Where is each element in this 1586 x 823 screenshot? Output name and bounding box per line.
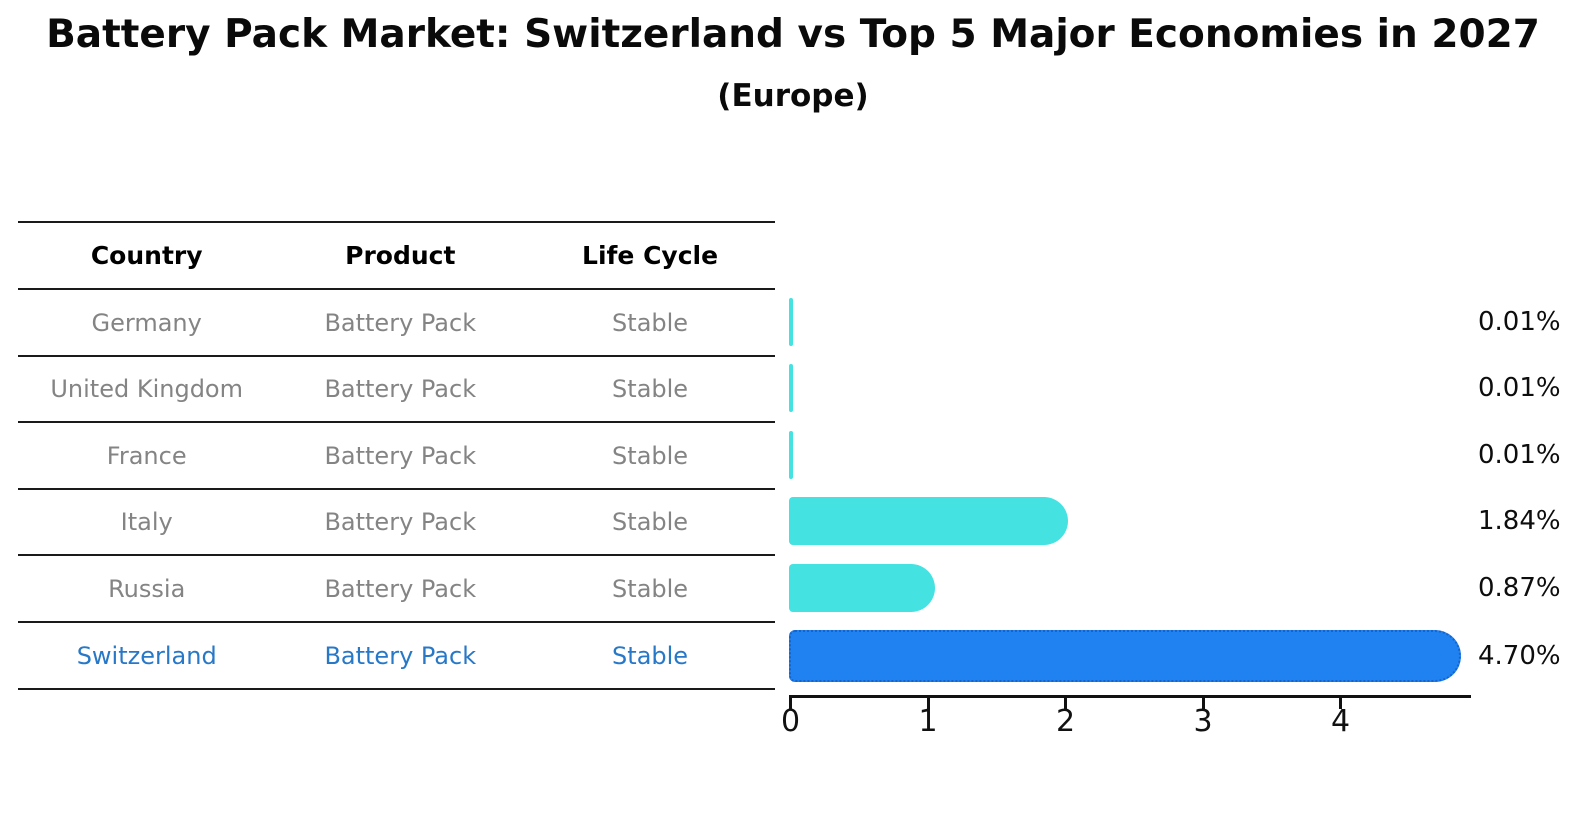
value-label-russia: 0.87% xyxy=(1478,572,1561,603)
column-header-life-cycle: Life Cycle xyxy=(582,241,719,270)
cell-country: Switzerland xyxy=(76,641,217,670)
cell-life-cycle: Stable xyxy=(612,441,689,470)
table-header-row: Country Product Life Cycle xyxy=(18,221,775,288)
bar-france xyxy=(789,430,793,479)
bar-germany xyxy=(789,297,793,346)
value-label-italy: 1.84% xyxy=(1478,506,1561,536)
table-row-switzerland: Switzerland Battery Pack Stable xyxy=(18,621,775,690)
cell-life-cycle: Stable xyxy=(612,375,689,403)
chart-title: Battery Pack Market: Switzerland vs Top … xyxy=(46,12,1540,57)
cell-product: Battery Pack xyxy=(324,508,477,536)
cell-life-cycle: Stable xyxy=(612,574,689,603)
bar-united-kingdom xyxy=(789,364,793,412)
x-axis-line xyxy=(789,695,1471,698)
cell-life-cycle: Stable xyxy=(612,308,689,337)
cell-product: Battery Pack xyxy=(324,375,477,403)
x-tick-label: 0 xyxy=(780,704,801,739)
cell-product: Battery Pack xyxy=(324,308,477,337)
bar-switzerland xyxy=(789,629,1462,682)
cell-country: Russia xyxy=(108,574,186,603)
table-row-italy: Italy Battery Pack Stable xyxy=(18,488,775,554)
table-row-russia: Russia Battery Pack Stable xyxy=(18,554,775,621)
x-tick-label: 3 xyxy=(1193,704,1213,739)
x-tick xyxy=(1339,698,1342,709)
value-label-united-kingdom: 0.01% xyxy=(1478,373,1561,403)
x-tick xyxy=(926,698,930,709)
cell-country: Italy xyxy=(120,508,173,536)
value-label-germany: 0.01% xyxy=(1478,306,1561,337)
x-tick-label: 4 xyxy=(1330,704,1351,739)
cell-country: United Kingdom xyxy=(50,375,243,403)
cell-life-cycle: Stable xyxy=(612,508,689,536)
x-tick xyxy=(789,698,792,709)
column-header-product: Product xyxy=(345,241,456,270)
cell-product: Battery Pack xyxy=(324,641,477,670)
value-label-switzerland: 4.70% xyxy=(1478,640,1561,671)
x-tick-label: 2 xyxy=(1055,704,1076,739)
x-tick xyxy=(1201,698,1205,709)
x-tick-label: 1 xyxy=(918,704,938,739)
cell-product: Battery Pack xyxy=(324,574,477,603)
table-row-france: France Battery Pack Stable xyxy=(18,421,775,488)
cell-country: France xyxy=(106,441,187,470)
table-row-germany: Germany Battery Pack Stable xyxy=(18,288,775,355)
value-label-france: 0.01% xyxy=(1478,439,1561,470)
cell-life-cycle: Stable xyxy=(612,641,689,670)
x-tick xyxy=(1064,698,1067,709)
column-header-country: Country xyxy=(90,241,203,270)
chart-subtitle: (Europe) xyxy=(717,78,869,114)
bar-italy xyxy=(789,497,1068,545)
table-row-united-kingdom: United Kingdom Battery Pack Stable xyxy=(18,355,775,421)
bar-russia xyxy=(789,563,935,612)
cell-product: Battery Pack xyxy=(324,441,477,470)
cell-country: Germany xyxy=(91,308,202,337)
